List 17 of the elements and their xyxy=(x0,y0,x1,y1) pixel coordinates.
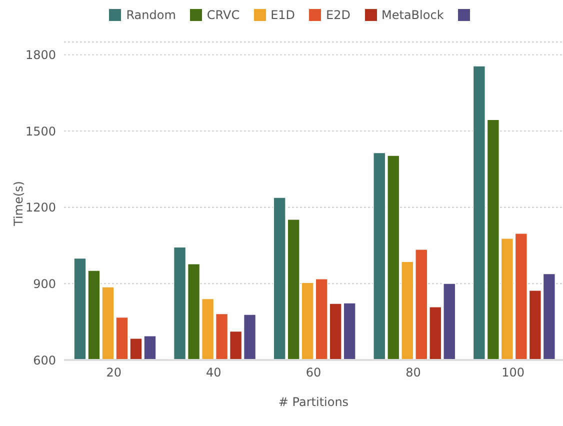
y-tick-label: 1500 xyxy=(25,124,56,138)
y-axis-title: Time(s) xyxy=(11,181,26,227)
y-tick-label: 1800 xyxy=(25,48,56,62)
legend-label: E2D xyxy=(326,8,351,22)
legend-label: E1D xyxy=(270,8,296,22)
x-tick-label: 80 xyxy=(406,366,421,380)
y-tick-label: 600 xyxy=(33,353,56,368)
legend-label: MetaBlock xyxy=(382,8,444,22)
x-tick-label: 100 xyxy=(502,366,525,380)
x-tick-label: 20 xyxy=(106,366,122,380)
x-axis-title: # Partitions xyxy=(278,395,349,409)
legend-label: CRVC xyxy=(206,8,240,22)
legend-label: Random xyxy=(126,8,176,22)
x-tick-label: 60 xyxy=(306,366,322,380)
y-tick-label: 900 xyxy=(33,276,56,291)
y-tick-label: 1200 xyxy=(25,200,56,215)
x-tick-label: 40 xyxy=(206,366,222,380)
